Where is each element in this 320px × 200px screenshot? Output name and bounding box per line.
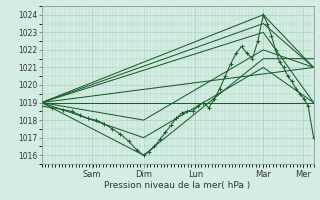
X-axis label: Pression niveau de la mer( hPa ): Pression niveau de la mer( hPa ) [104, 181, 251, 190]
